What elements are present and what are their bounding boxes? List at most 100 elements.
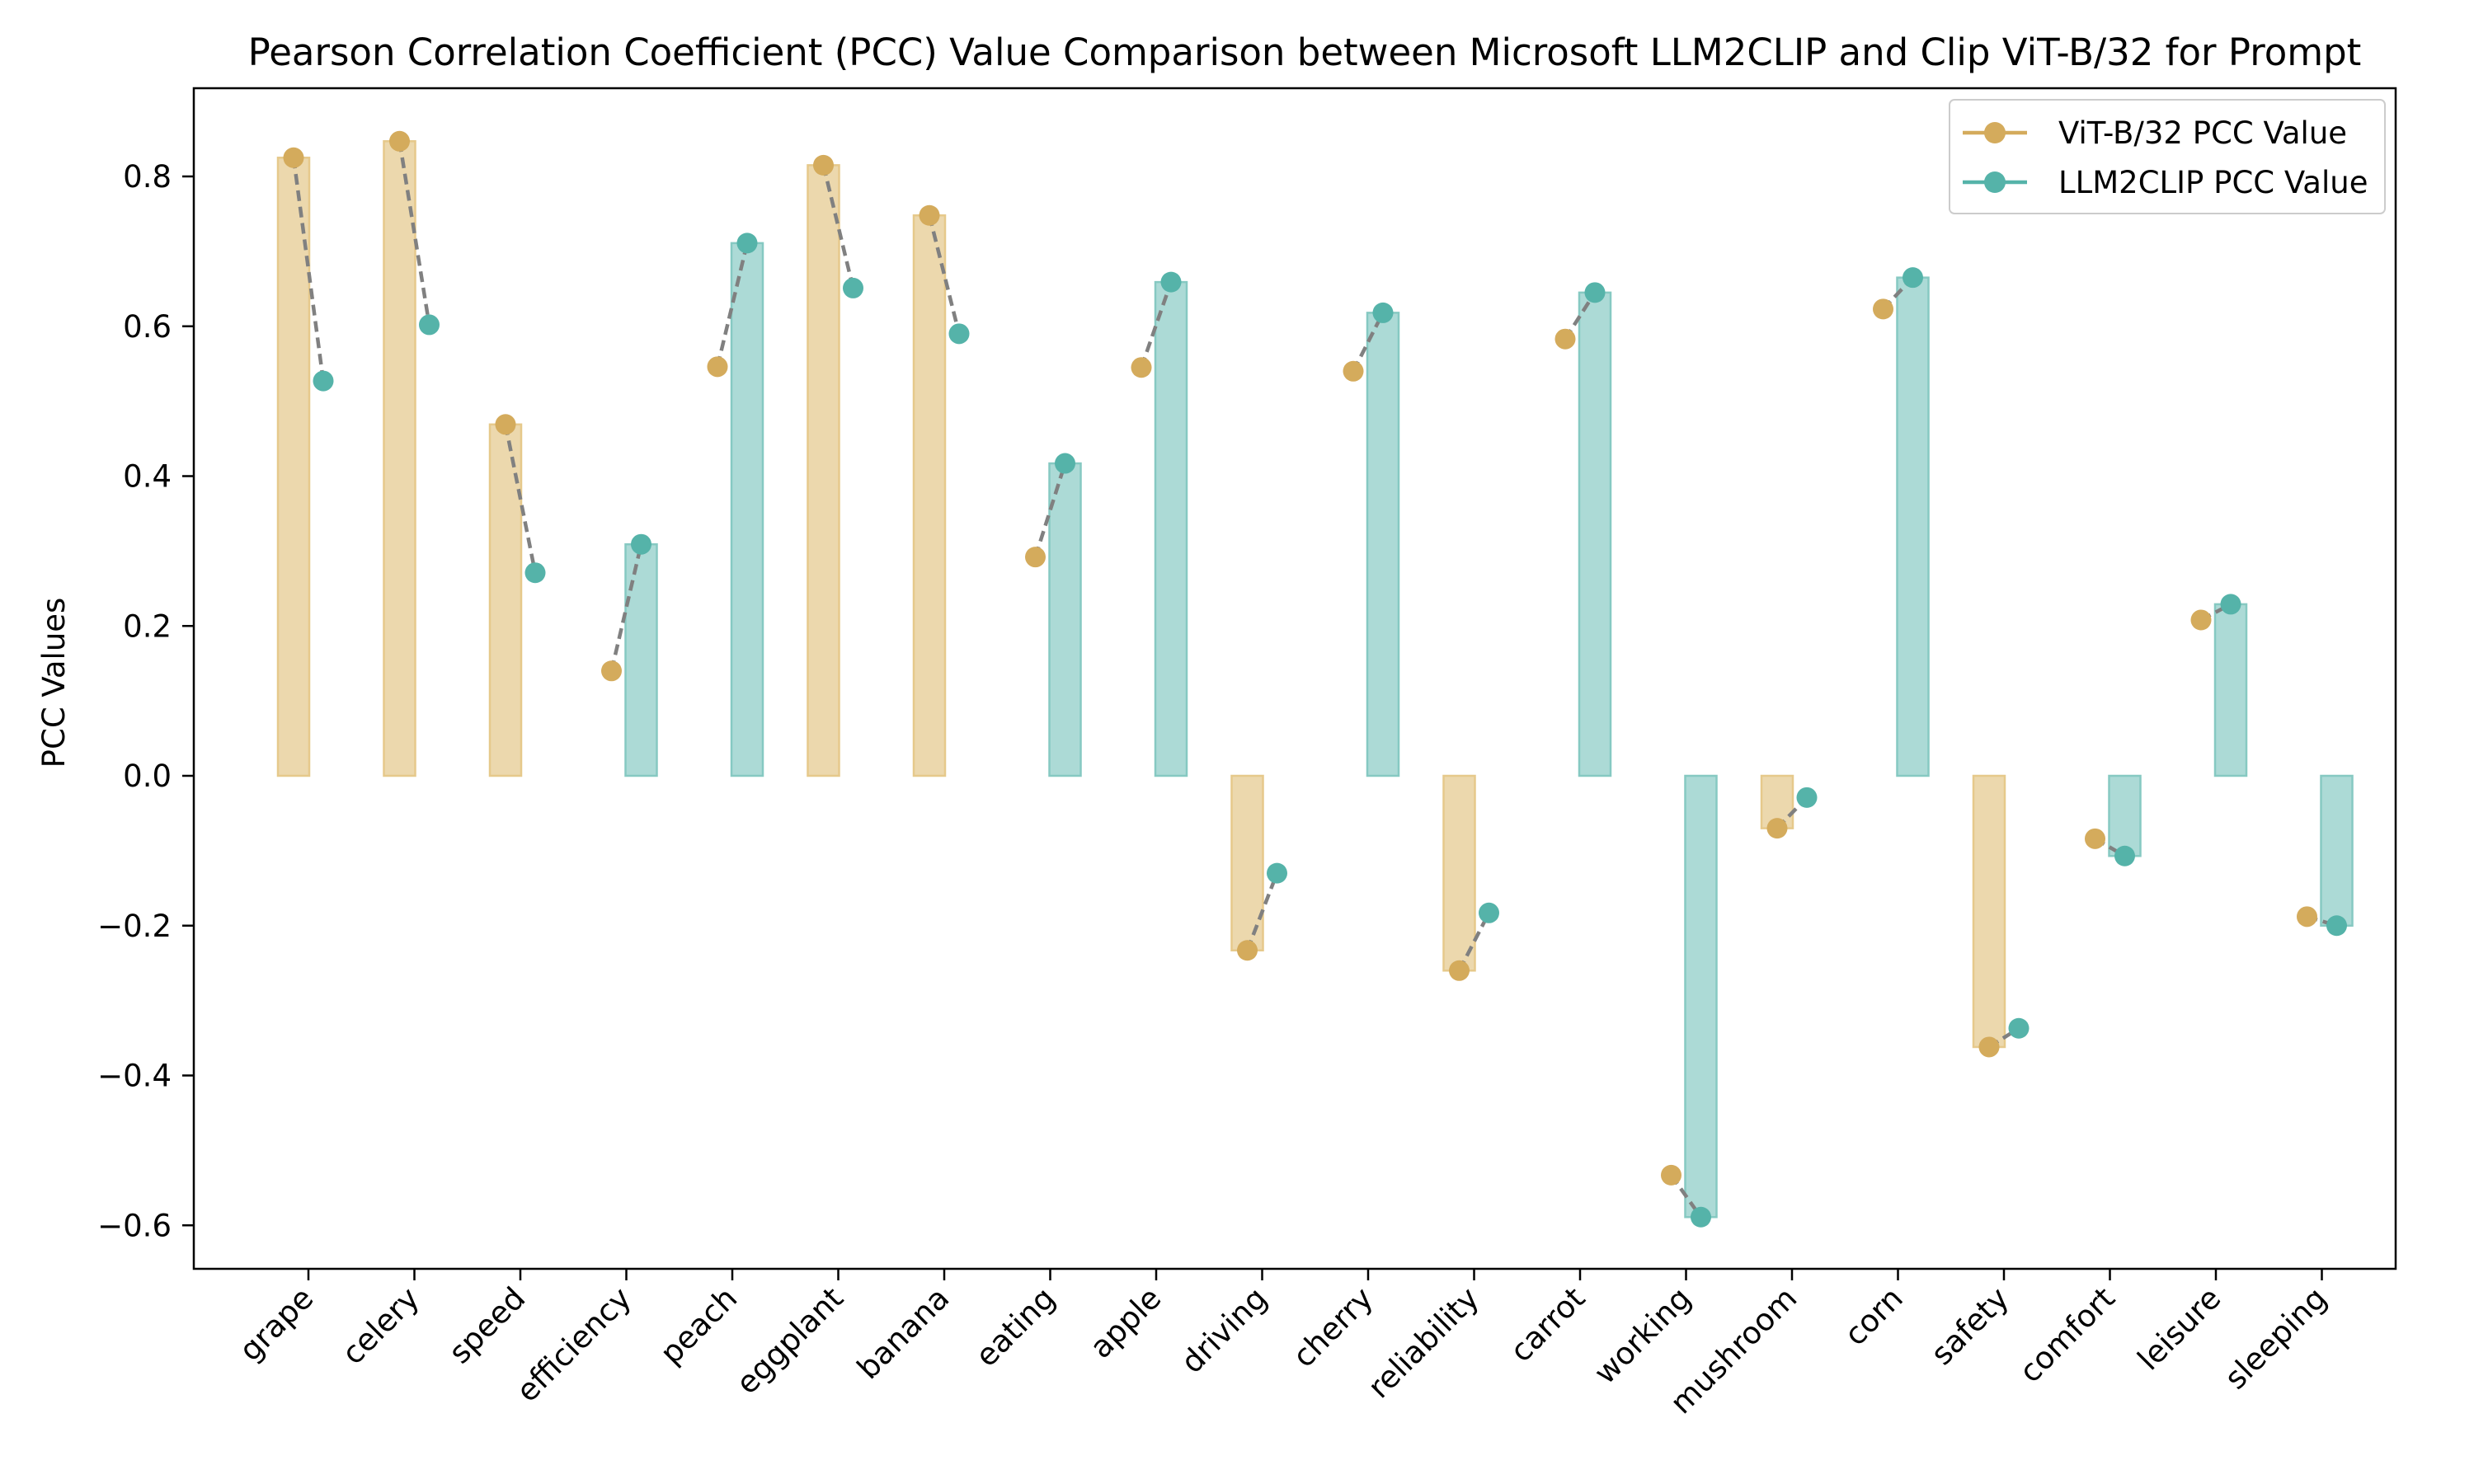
y-tick-label: 0.4 — [123, 459, 172, 495]
x-tick-label-apple: apple — [1083, 1280, 1168, 1365]
vit-point-eating — [1025, 547, 1046, 568]
llm-point-working — [1691, 1206, 1711, 1228]
bar-working — [1684, 774, 1718, 1219]
llm-point-speed — [524, 562, 546, 584]
x-tick-label-driving: driving — [1174, 1280, 1274, 1380]
llm-point-reliability — [1479, 902, 1499, 923]
bar-safety — [1972, 774, 2006, 1049]
bar-corn — [1896, 276, 1930, 777]
connector-banana — [927, 214, 962, 335]
legend-vit-marker — [1984, 122, 2006, 143]
bar-apple — [1154, 280, 1188, 777]
llm-point-sleeping — [2326, 915, 2347, 937]
bar-efficiency — [624, 542, 658, 777]
llm-point-celery — [419, 314, 440, 336]
vit-point-leisure — [2190, 609, 2212, 631]
connector-speed — [503, 424, 538, 574]
y-tick-label: 0.0 — [123, 758, 172, 794]
legend-llm-label: LLM2CLIP PCC Value — [2058, 165, 2368, 200]
x-tick-label-banana: banana — [850, 1280, 956, 1386]
vit-point-mushroom — [1766, 818, 1788, 839]
vit-point-speed — [495, 414, 516, 435]
bar-peach — [730, 242, 764, 777]
x-tick-label-carrot: carrot — [1503, 1280, 1592, 1369]
vit-point-working — [1661, 1164, 1681, 1186]
chart-title: Pearson Correlation Coefficient (PCC) Va… — [248, 31, 2362, 74]
llm-point-apple — [1160, 271, 1182, 293]
connector-celery — [397, 140, 431, 326]
x-tick-label-celery: celery — [335, 1280, 426, 1371]
vit-point-grape — [283, 147, 304, 168]
y-axis: −0.6 −0.4 −0.2 0.0 0.2 0.4 0.6 0.8 — [97, 159, 194, 1243]
x-tick-label-sleeping: sleeping — [2218, 1280, 2334, 1397]
llm-point-grape — [313, 370, 334, 392]
x-tick-label-eating: eating — [969, 1280, 1062, 1374]
legend-frame — [1949, 99, 2386, 214]
connector-apple — [1139, 281, 1174, 369]
connector-eggplant — [821, 164, 855, 289]
bar-leisure — [2213, 603, 2248, 777]
y-tick-label: −0.2 — [97, 909, 172, 944]
y-axis-label: PCC Values — [36, 598, 72, 768]
x-tick-label-efficiency: efficiency — [510, 1280, 638, 1409]
llm-point-carrot — [1584, 282, 1606, 303]
llm-point-driving — [1267, 862, 1287, 884]
connector-driving — [1245, 872, 1279, 951]
llm-point-peach — [736, 232, 758, 254]
vit-point-eggplant — [813, 154, 834, 176]
connector-reliability — [1457, 912, 1491, 972]
connector-grape — [291, 157, 326, 382]
vit-point-cherry — [1343, 360, 1364, 382]
bar-sleeping — [2320, 774, 2354, 927]
vit-point-peach — [707, 356, 728, 378]
legend: ViT-B/32 PCC Value LLM2CLIP PCC Value — [1949, 99, 2386, 214]
legend-llm-marker — [1984, 171, 2006, 193]
vit-point-efficiency — [601, 660, 622, 682]
vit-point-safety — [1978, 1036, 2000, 1058]
connector-cherry — [1351, 312, 1385, 373]
llm-point-efficiency — [631, 533, 651, 555]
bar-eating — [1048, 462, 1082, 777]
llm-point-mushroom — [1796, 787, 1818, 808]
y-tick-label: −0.6 — [97, 1208, 172, 1243]
llm-point-safety — [2008, 1017, 2030, 1039]
plot-area-frame — [192, 87, 2397, 1270]
bar-driving — [1230, 774, 1264, 951]
x-tick-label-comfort: comfort — [2012, 1280, 2122, 1390]
llm-point-eggplant — [843, 277, 863, 298]
x-tick-label-working: working — [1587, 1280, 1698, 1391]
vit-point-driving — [1237, 940, 1258, 961]
llm-point-leisure — [2220, 594, 2241, 615]
bar-cherry — [1366, 312, 1400, 777]
x-tick-label-eggplant: eggplant — [729, 1280, 849, 1401]
x-tick-label-speed: speed — [442, 1280, 532, 1370]
vit-point-reliability — [1449, 960, 1470, 981]
y-tick-label: 0.2 — [123, 608, 172, 644]
x-tick-label-reliability: reliability — [1361, 1280, 1485, 1405]
llm-point-comfort — [2114, 845, 2135, 866]
vit-point-celery — [389, 130, 410, 152]
vit-point-carrot — [1554, 328, 1576, 350]
vit-point-apple — [1131, 357, 1152, 378]
x-tick-label-peach: peach — [653, 1280, 744, 1371]
markers-layer — [283, 130, 2347, 1228]
connector-efficiency — [609, 543, 643, 672]
bar-eggplant — [807, 164, 840, 777]
vit-point-banana — [919, 204, 940, 226]
llm-point-cherry — [1372, 302, 1394, 323]
x-tick-label-corn: corn — [1837, 1280, 1910, 1353]
bar-carrot — [1578, 291, 1612, 777]
bar-reliability — [1442, 774, 1476, 972]
llm-point-eating — [1055, 453, 1075, 474]
bar-grape — [276, 157, 311, 777]
y-tick-label: 0.8 — [123, 159, 172, 195]
bar-comfort — [2108, 774, 2142, 857]
x-tick-label-cherry: cherry — [1286, 1280, 1380, 1374]
vit-point-comfort — [2085, 828, 2105, 849]
connectors-layer — [291, 140, 2338, 1219]
bars-layer — [276, 140, 2354, 1219]
llm-point-banana — [948, 323, 970, 345]
x-tick-label-leisure: leisure — [2131, 1280, 2228, 1378]
